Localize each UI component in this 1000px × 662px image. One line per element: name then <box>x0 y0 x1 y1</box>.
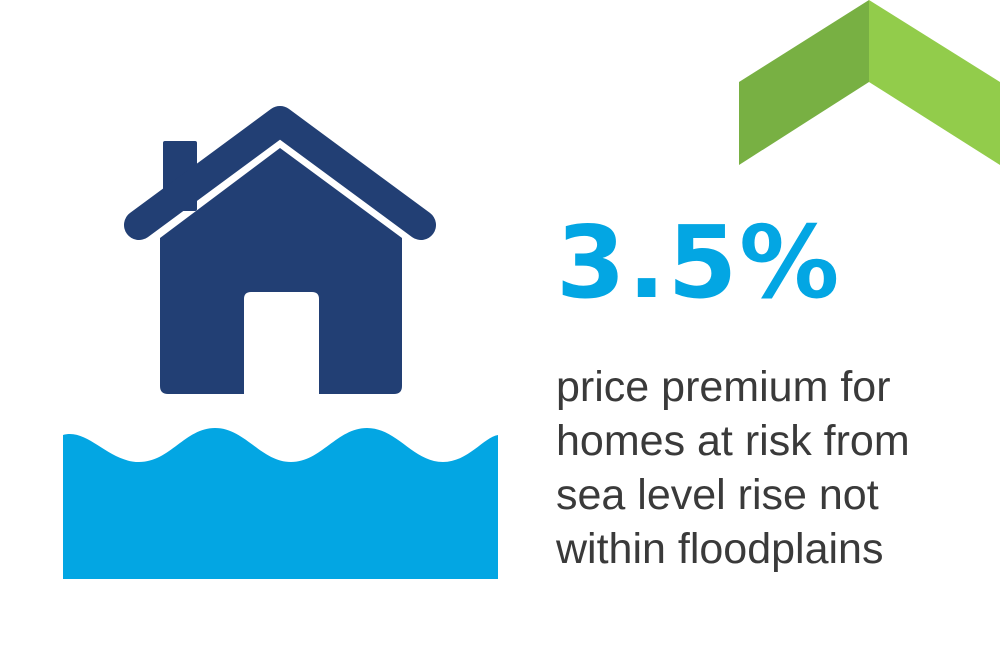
stat-caption: price premium for homes at risk from sea… <box>556 360 986 576</box>
up-chevron-icon <box>739 0 1000 165</box>
house-body <box>160 148 402 394</box>
caption-line: within floodplains <box>556 525 884 573</box>
caption-line: homes at risk from <box>556 417 910 465</box>
house-roof <box>124 106 436 240</box>
chevron-left-face <box>739 0 869 165</box>
house-icon <box>124 106 436 394</box>
chevron-right-face <box>869 0 1000 165</box>
caption-line: price premium for <box>556 363 891 411</box>
water-waves-icon <box>63 428 498 579</box>
caption-line: sea level rise not <box>556 471 879 519</box>
stat-value: 3.5% <box>556 204 842 321</box>
